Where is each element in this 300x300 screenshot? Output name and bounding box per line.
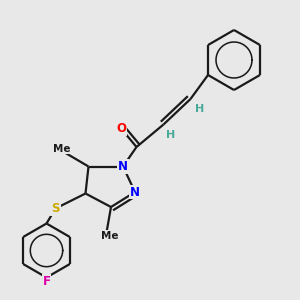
Text: H: H [195, 104, 204, 115]
Text: H: H [167, 130, 176, 140]
Text: Me: Me [53, 143, 70, 154]
Text: N: N [130, 185, 140, 199]
Text: Me: Me [101, 231, 118, 241]
Text: S: S [51, 202, 60, 215]
Text: O: O [116, 122, 127, 136]
Text: N: N [118, 160, 128, 173]
Text: F: F [43, 275, 50, 288]
